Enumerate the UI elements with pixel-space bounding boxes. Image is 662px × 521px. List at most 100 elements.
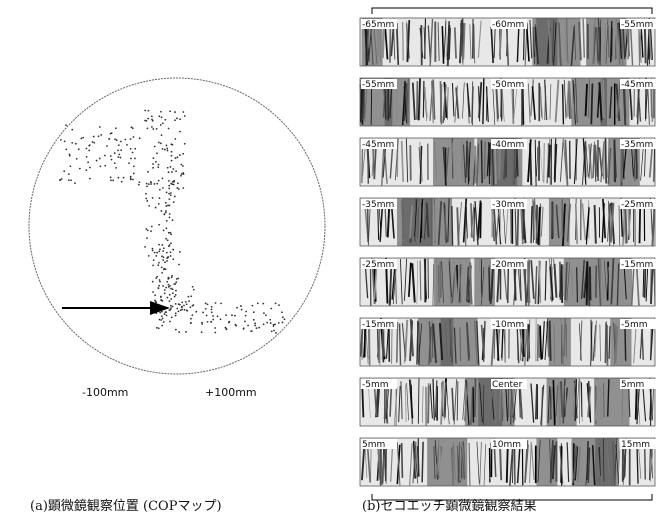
texture <box>428 385 429 423</box>
position-label: -5mm <box>621 320 648 330</box>
texture <box>489 267 490 301</box>
texture <box>636 385 637 419</box>
dot <box>281 311 283 313</box>
dot <box>168 232 170 234</box>
dot <box>60 139 62 141</box>
dot <box>177 182 179 184</box>
dot <box>128 162 130 164</box>
texture <box>604 141 605 180</box>
dot <box>179 251 181 253</box>
dot <box>192 286 194 288</box>
dot <box>170 307 172 309</box>
dot <box>74 182 76 184</box>
texture <box>480 203 481 239</box>
texture <box>440 81 441 124</box>
dot <box>124 139 126 141</box>
dot <box>144 110 146 112</box>
texture <box>402 200 403 239</box>
dot <box>181 306 183 308</box>
dot <box>147 110 149 112</box>
dot <box>169 321 171 323</box>
x-label: -100mm <box>82 386 128 399</box>
texture <box>552 202 553 237</box>
dot <box>164 313 166 315</box>
dot <box>158 251 160 253</box>
dot <box>130 179 132 181</box>
dot <box>115 127 117 129</box>
dot <box>270 322 272 324</box>
dot <box>110 179 112 181</box>
dot <box>130 138 132 140</box>
dot <box>71 129 73 131</box>
dot <box>166 191 168 193</box>
dot <box>156 276 158 278</box>
dot <box>162 148 164 150</box>
dot <box>169 285 171 287</box>
dot <box>205 302 207 304</box>
dot <box>185 301 187 303</box>
dot <box>162 318 164 320</box>
dot <box>110 176 112 178</box>
dot <box>186 303 188 305</box>
dot <box>282 316 284 318</box>
dot <box>151 226 153 228</box>
dot <box>168 185 170 187</box>
dot <box>161 255 163 257</box>
dot <box>175 294 177 296</box>
dot <box>214 332 216 334</box>
texture <box>533 199 534 243</box>
texture <box>423 81 424 118</box>
dot <box>269 319 271 321</box>
dot <box>170 305 172 307</box>
dot <box>169 205 171 207</box>
dot <box>169 294 171 296</box>
dot <box>152 264 154 266</box>
dot <box>211 306 213 308</box>
dot <box>160 142 162 144</box>
dot <box>106 145 108 147</box>
dot <box>265 314 267 316</box>
dot <box>133 136 135 138</box>
dot <box>159 279 161 281</box>
dot <box>104 165 106 167</box>
dot <box>170 309 172 311</box>
texture <box>622 385 623 424</box>
dot <box>99 165 101 167</box>
dot <box>151 115 153 117</box>
dot <box>253 319 255 321</box>
dot <box>170 192 172 194</box>
dot <box>168 277 170 279</box>
dot <box>162 177 164 179</box>
dot <box>85 169 87 171</box>
dot <box>193 304 195 306</box>
dot <box>170 194 172 196</box>
dot <box>234 324 236 326</box>
texture <box>590 267 591 300</box>
dot <box>86 156 88 158</box>
dot <box>161 272 163 274</box>
texture <box>484 142 485 180</box>
dot <box>115 167 117 169</box>
dot <box>169 110 171 112</box>
dot <box>182 111 184 113</box>
dot <box>168 128 170 130</box>
dot <box>191 314 193 316</box>
dot <box>99 126 101 128</box>
dot <box>182 165 184 167</box>
position-label: -40mm <box>492 140 524 150</box>
dot <box>96 160 98 162</box>
dot <box>146 183 148 185</box>
dot <box>169 213 171 215</box>
dot <box>130 158 132 160</box>
dot <box>172 306 174 308</box>
position-label: -50mm <box>492 80 524 90</box>
dot <box>139 137 141 139</box>
texture <box>554 324 555 364</box>
dot <box>172 181 174 183</box>
position-label: -15mm <box>621 260 653 270</box>
texture <box>563 84 564 124</box>
texture <box>368 327 369 360</box>
dot <box>166 257 168 259</box>
dot <box>163 213 165 215</box>
position-label: 15mm <box>621 440 650 450</box>
